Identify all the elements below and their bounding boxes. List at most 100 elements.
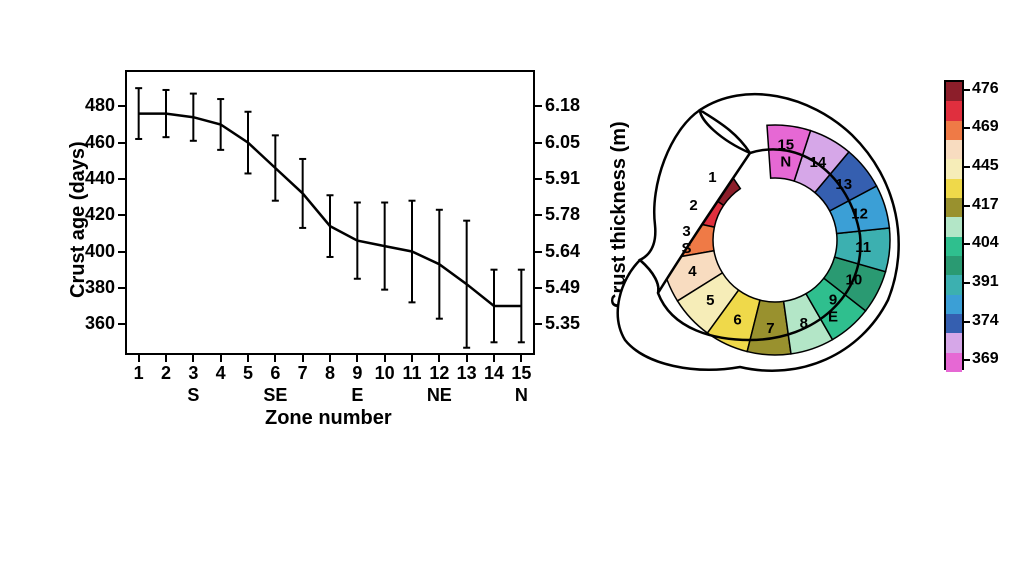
zone-label-4: 4: [688, 263, 697, 280]
zone-label-12: 12: [851, 206, 868, 223]
zone-label-6: 6: [733, 312, 741, 329]
x-tick-label: 12: [427, 363, 451, 384]
x-tick: [247, 355, 249, 362]
y-right-tick: [535, 214, 542, 216]
colorbar-tick-label: 391: [972, 273, 999, 291]
x-tick: [165, 355, 167, 362]
y-left-tick: [118, 142, 125, 144]
x-direction-label: S: [179, 385, 207, 406]
colorbar-swatch: [946, 295, 962, 314]
y-left-tick-label: 460: [85, 132, 115, 153]
colorbar-tick-label: 476: [972, 80, 999, 98]
x-tick: [466, 355, 468, 362]
colorbar-tick: [964, 321, 970, 323]
chart-svg: [125, 70, 535, 355]
zone-label-9: 9: [829, 291, 837, 308]
x-tick: [411, 355, 413, 362]
zone-dir-label-3: S: [682, 240, 692, 257]
x-tick: [438, 355, 440, 362]
x-tick: [274, 355, 276, 362]
x-tick-label: 3: [181, 363, 205, 384]
y-left-tick: [118, 251, 125, 253]
x-tick-label: 4: [209, 363, 233, 384]
colorbar-swatch: [946, 237, 962, 256]
colorbar-tick: [964, 243, 970, 245]
y-right-tick: [535, 105, 542, 107]
zone-label-2: 2: [689, 197, 697, 214]
zone-label-3: 3: [682, 223, 690, 240]
y-left-tick-label: 480: [85, 95, 115, 116]
y-right-tick: [535, 251, 542, 253]
zone-label-5: 5: [706, 292, 714, 309]
x-tick: [302, 355, 304, 362]
colorbar-swatch: [946, 275, 962, 294]
y-left-tick: [118, 214, 125, 216]
y-right-tick-label: 5.78: [545, 204, 580, 225]
zone-label-1: 1: [708, 169, 716, 186]
colorbar-swatch: [946, 217, 962, 236]
y-right-tick: [535, 323, 542, 325]
colorbar-swatch: [946, 314, 962, 333]
x-tick: [329, 355, 331, 362]
zone-label-15: 15: [777, 137, 794, 154]
y-left-tick-label: 380: [85, 277, 115, 298]
x-direction-label: NE: [425, 385, 453, 406]
y-right-tick-label: 6.18: [545, 95, 580, 116]
x-axis-label: Zone number: [265, 407, 392, 430]
x-tick: [520, 355, 522, 362]
zone-dir-label-15: N: [780, 154, 791, 171]
colorbar-tick-label: 445: [972, 157, 999, 175]
x-tick-label: 1: [127, 363, 151, 384]
colorbar-tick: [964, 282, 970, 284]
y-right-tick-label: 5.49: [545, 277, 580, 298]
zone-label-8: 8: [800, 315, 808, 332]
x-tick: [220, 355, 222, 362]
y-right-tick-label: 5.91: [545, 168, 580, 189]
zone-label-10: 10: [846, 272, 863, 289]
x-tick: [384, 355, 386, 362]
x-direction-label: N: [507, 385, 535, 406]
y-right-tick-label: 5.35: [545, 313, 580, 334]
y-left-tick: [118, 323, 125, 325]
colorbar-swatch: [946, 353, 962, 372]
y-left-tick-label: 420: [85, 204, 115, 225]
error-bar: [272, 135, 279, 200]
zone-label-14: 14: [810, 154, 827, 171]
colorbar-tick: [964, 359, 970, 361]
x-tick-label: 8: [318, 363, 342, 384]
x-tick-label: 14: [482, 363, 506, 384]
colorbar-swatch: [946, 101, 962, 120]
colorbar-swatch: [946, 140, 962, 159]
colorbar-swatch: [946, 179, 962, 198]
colorbar-tick-label: 404: [972, 234, 999, 252]
x-tick-label: 9: [345, 363, 369, 384]
x-tick-label: 7: [291, 363, 315, 384]
colorbar-tick-label: 469: [972, 118, 999, 136]
y-right-tick: [535, 287, 542, 289]
x-tick-label: 15: [509, 363, 533, 384]
zone-label-13: 13: [835, 176, 852, 193]
zone-label-11: 11: [855, 239, 871, 256]
colorbar-tick: [964, 127, 970, 129]
y-left-tick-label: 400: [85, 241, 115, 262]
x-tick-label: 2: [154, 363, 178, 384]
figure-stage: Crust age (days) Crust thickness (m) Zon…: [0, 0, 1024, 576]
colorbar-swatch: [946, 159, 962, 178]
y-left-tick-label: 440: [85, 168, 115, 189]
y-right-tick-label: 6.05: [545, 132, 580, 153]
colorbar-swatch: [946, 256, 962, 275]
colorbar-swatch: [946, 333, 962, 352]
x-tick: [138, 355, 140, 362]
y-left-tick: [118, 178, 125, 180]
y-left-tick-label: 360: [85, 313, 115, 334]
y-left-tick: [118, 287, 125, 289]
colorbar-swatch: [946, 82, 962, 101]
colorbar-swatch: [946, 121, 962, 140]
x-tick-label: 13: [455, 363, 479, 384]
colorbar-tick: [964, 166, 970, 168]
x-tick-label: 10: [373, 363, 397, 384]
y-right-tick: [535, 178, 542, 180]
y-left-tick: [118, 105, 125, 107]
zone-label-7: 7: [766, 320, 774, 337]
x-direction-label: E: [343, 385, 371, 406]
